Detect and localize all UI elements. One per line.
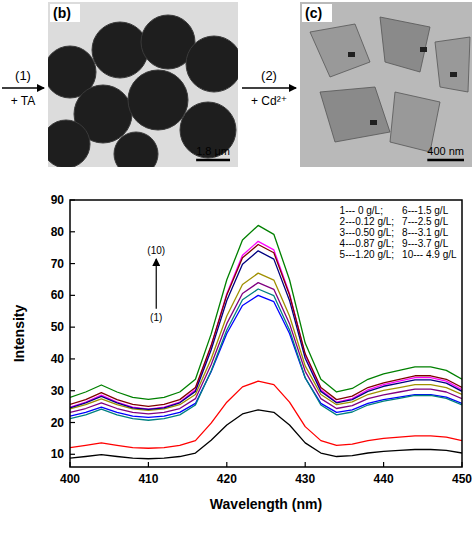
y-tick xyxy=(70,390,75,391)
y-tick-label: 80 xyxy=(51,225,65,239)
x-tick xyxy=(226,462,227,467)
sphere xyxy=(92,22,148,78)
legend-entry: 4---0.87 g/L; xyxy=(340,238,394,249)
y-tick xyxy=(70,295,75,296)
x-tick xyxy=(69,462,70,467)
step-label: (1) xyxy=(15,68,31,83)
y-tick-label: 40 xyxy=(51,352,65,366)
y-tick-label: 90 xyxy=(51,193,65,207)
panel-bg xyxy=(300,2,472,167)
spectrum-line xyxy=(70,245,462,407)
y-tick-label: 70 xyxy=(51,257,65,271)
x-tick xyxy=(305,462,306,467)
x-tick xyxy=(461,462,462,467)
step-arrow xyxy=(242,87,296,89)
legend-entry: 7---2.5 g/L xyxy=(402,216,449,227)
sphere xyxy=(180,102,236,158)
x-tick-label: 410 xyxy=(138,472,158,486)
sphere xyxy=(48,120,90,167)
x-tick-label: 400 xyxy=(60,472,80,486)
figure: (b) 1.8 μm (c) 400 nm (1) + TA (2) + Cd²⁺ 400 410… xyxy=(0,0,475,537)
annotation: (10) xyxy=(147,245,165,256)
x-tick-label: 440 xyxy=(374,472,394,486)
panel-letter: (b) xyxy=(53,5,71,21)
y-tick xyxy=(70,263,75,264)
reagent-label: + Cd²⁺ xyxy=(251,94,287,108)
spectrum-line xyxy=(70,251,462,410)
y-tick xyxy=(70,327,75,328)
y-tick xyxy=(70,199,75,200)
y-tick xyxy=(70,454,75,455)
particle xyxy=(450,72,457,77)
legend-entry: 6---1.5 g/L xyxy=(402,205,449,216)
legend-entry: 1--- 0 g/L; xyxy=(340,205,383,216)
step-label: (2) xyxy=(261,68,277,83)
spectrum-line xyxy=(70,283,462,414)
y-tick xyxy=(70,422,75,423)
lines xyxy=(70,225,462,458)
legend-entry: 5---1.20 g/L; xyxy=(340,249,394,260)
legend-entry: 10--- 4.9 g/L xyxy=(402,249,457,260)
platelet xyxy=(380,17,430,72)
legend-entry: 8---3.1 g/L xyxy=(402,227,449,238)
scale-bar-label: 1.8 μm xyxy=(196,145,230,157)
legend: 1--- 0 g/L;2---0.12 g/L;3---0.50 g/L;4--… xyxy=(340,205,457,260)
x-axis-title: Wavelength (nm) xyxy=(210,496,322,512)
y-tick-label: 60 xyxy=(51,288,65,302)
reagent-label: + TA xyxy=(11,94,36,108)
y-tick-label: 10 xyxy=(51,447,65,461)
plot-frame xyxy=(70,200,462,467)
y-tick xyxy=(70,358,75,359)
y-tick-label: 20 xyxy=(51,416,65,430)
y-tick xyxy=(70,231,75,232)
particle xyxy=(420,47,427,52)
scale-bar-label: 400 nm xyxy=(427,145,464,157)
spectrum-line xyxy=(70,273,462,410)
panel-image: (b) 1.8 μm xyxy=(48,2,238,167)
panel-image: (c) 400 nm xyxy=(300,2,472,167)
particle xyxy=(348,52,355,57)
x-tick-label: 420 xyxy=(217,472,237,486)
legend-entry: 2---0.12 g/L; xyxy=(340,216,394,227)
platelet xyxy=(435,37,470,92)
y-tick-label: 30 xyxy=(51,384,65,398)
sphere xyxy=(186,36,238,92)
particle xyxy=(370,120,377,125)
y-axis-title: Intensity xyxy=(11,305,27,363)
panel-letter: (c) xyxy=(305,5,322,21)
sphere xyxy=(128,70,188,130)
legend-entry: 3---0.50 g/L; xyxy=(340,227,394,238)
x-tick-label: 430 xyxy=(295,472,315,486)
legend-entry: 9---3.7 g/L xyxy=(402,238,449,249)
spectrum-line xyxy=(70,225,462,399)
spectrum-line xyxy=(70,289,462,420)
annotation-arrow xyxy=(156,259,157,309)
y-tick-label: 50 xyxy=(51,320,65,334)
platelet xyxy=(320,87,390,142)
scale-bar xyxy=(427,159,464,162)
spectrum-line xyxy=(70,241,462,409)
spectrum-line xyxy=(70,295,462,417)
letter-patch xyxy=(302,4,332,22)
sphere xyxy=(114,132,158,167)
platelet xyxy=(390,92,440,152)
letter-patch xyxy=(50,4,80,22)
scale-bar xyxy=(196,159,230,162)
platelet xyxy=(310,24,370,77)
step-arrow xyxy=(2,87,44,89)
x-tick xyxy=(383,462,384,467)
x-tick xyxy=(148,462,149,467)
x-tick-label: 450 xyxy=(452,472,472,486)
annotation: (1) xyxy=(150,312,162,323)
